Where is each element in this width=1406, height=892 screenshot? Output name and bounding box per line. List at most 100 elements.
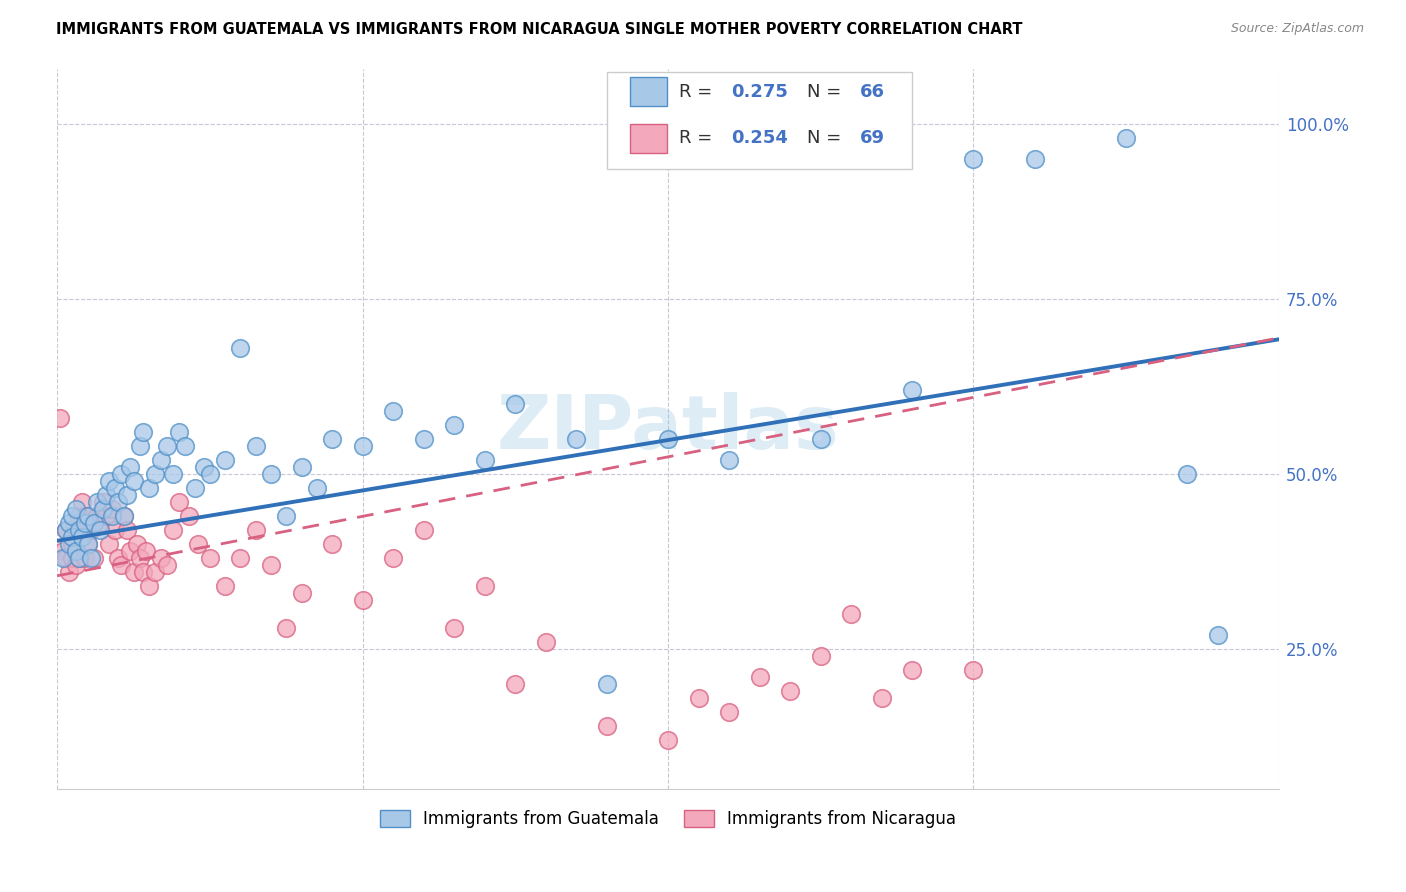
Point bbox=[839, 607, 862, 622]
Point bbox=[98, 537, 121, 551]
FancyBboxPatch shape bbox=[630, 78, 666, 106]
Text: IMMIGRANTS FROM GUATEMALA VS IMMIGRANTS FROM NICARAGUA SINGLE MOTHER POVERTY COR: IMMIGRANTS FROM GUATEMALA VS IMMIGRANTS … bbox=[56, 22, 1022, 37]
Point bbox=[1115, 131, 1137, 145]
Point bbox=[98, 475, 121, 489]
Point bbox=[1206, 628, 1229, 642]
Point bbox=[91, 502, 114, 516]
Point bbox=[901, 384, 924, 398]
Point bbox=[89, 524, 111, 538]
Point bbox=[412, 433, 434, 447]
Point bbox=[412, 524, 434, 538]
Point bbox=[131, 425, 153, 440]
Point bbox=[73, 516, 96, 531]
Point bbox=[198, 467, 221, 482]
Point bbox=[62, 551, 84, 566]
Point bbox=[55, 551, 77, 566]
Point bbox=[962, 663, 984, 677]
Point bbox=[91, 495, 114, 509]
Point bbox=[1175, 467, 1198, 482]
Point bbox=[505, 677, 527, 691]
Point bbox=[143, 566, 166, 580]
Text: R =: R = bbox=[679, 129, 718, 147]
Legend: Immigrants from Guatemala, Immigrants from Nicaragua: Immigrants from Guatemala, Immigrants fr… bbox=[373, 804, 963, 835]
Point bbox=[596, 677, 619, 691]
Point bbox=[779, 684, 801, 698]
Point bbox=[67, 551, 90, 566]
Point bbox=[382, 404, 405, 418]
Point bbox=[382, 551, 405, 566]
Point bbox=[657, 733, 679, 747]
Text: 0.275: 0.275 bbox=[731, 83, 789, 101]
Point bbox=[174, 439, 197, 453]
Point bbox=[128, 551, 150, 566]
Point bbox=[110, 558, 132, 573]
Point bbox=[110, 467, 132, 482]
Point bbox=[112, 509, 135, 524]
Point bbox=[214, 579, 236, 593]
Point bbox=[107, 551, 129, 566]
Point bbox=[73, 509, 96, 524]
Point bbox=[156, 558, 179, 573]
Point bbox=[443, 621, 465, 635]
Point bbox=[94, 509, 117, 524]
Point bbox=[135, 544, 157, 558]
Text: 66: 66 bbox=[860, 83, 884, 101]
Point bbox=[101, 502, 124, 516]
Point bbox=[505, 397, 527, 411]
Point bbox=[80, 524, 103, 538]
Point bbox=[183, 481, 205, 495]
Point bbox=[198, 551, 221, 566]
Point bbox=[1024, 153, 1046, 167]
Point bbox=[117, 488, 139, 502]
Point bbox=[657, 433, 679, 447]
Point bbox=[89, 516, 111, 531]
Point bbox=[162, 467, 184, 482]
Point bbox=[169, 425, 191, 440]
Point bbox=[76, 509, 98, 524]
Point bbox=[718, 453, 741, 467]
Point bbox=[534, 635, 557, 649]
Point bbox=[187, 537, 209, 551]
Point bbox=[55, 524, 77, 538]
Point bbox=[901, 663, 924, 677]
Point bbox=[125, 537, 148, 551]
Point bbox=[138, 481, 160, 495]
Point bbox=[83, 516, 105, 531]
Point bbox=[49, 411, 72, 425]
Point bbox=[229, 551, 252, 566]
Point bbox=[65, 558, 87, 573]
Point bbox=[112, 509, 135, 524]
Point bbox=[67, 524, 90, 538]
Point bbox=[73, 551, 96, 566]
Point bbox=[58, 566, 80, 580]
Point bbox=[62, 509, 84, 524]
Point bbox=[107, 495, 129, 509]
Point bbox=[162, 524, 184, 538]
Point bbox=[688, 691, 710, 706]
Point bbox=[70, 524, 93, 538]
Point bbox=[352, 593, 374, 607]
Point bbox=[55, 524, 77, 538]
FancyBboxPatch shape bbox=[630, 124, 666, 153]
Point bbox=[131, 566, 153, 580]
Point bbox=[104, 524, 127, 538]
Point bbox=[62, 530, 84, 544]
Point bbox=[83, 551, 105, 566]
Point bbox=[474, 579, 496, 593]
Point bbox=[86, 495, 108, 509]
Text: Source: ZipAtlas.com: Source: ZipAtlas.com bbox=[1230, 22, 1364, 36]
Point bbox=[718, 705, 741, 719]
Text: 69: 69 bbox=[860, 129, 884, 147]
Point bbox=[565, 433, 588, 447]
Point bbox=[62, 537, 84, 551]
Point bbox=[443, 418, 465, 433]
Point bbox=[138, 579, 160, 593]
Point bbox=[128, 439, 150, 453]
Point bbox=[193, 460, 215, 475]
Point bbox=[58, 537, 80, 551]
Point bbox=[70, 530, 93, 544]
Point bbox=[321, 433, 343, 447]
Point bbox=[260, 558, 283, 573]
FancyBboxPatch shape bbox=[607, 72, 912, 169]
Point bbox=[352, 439, 374, 453]
